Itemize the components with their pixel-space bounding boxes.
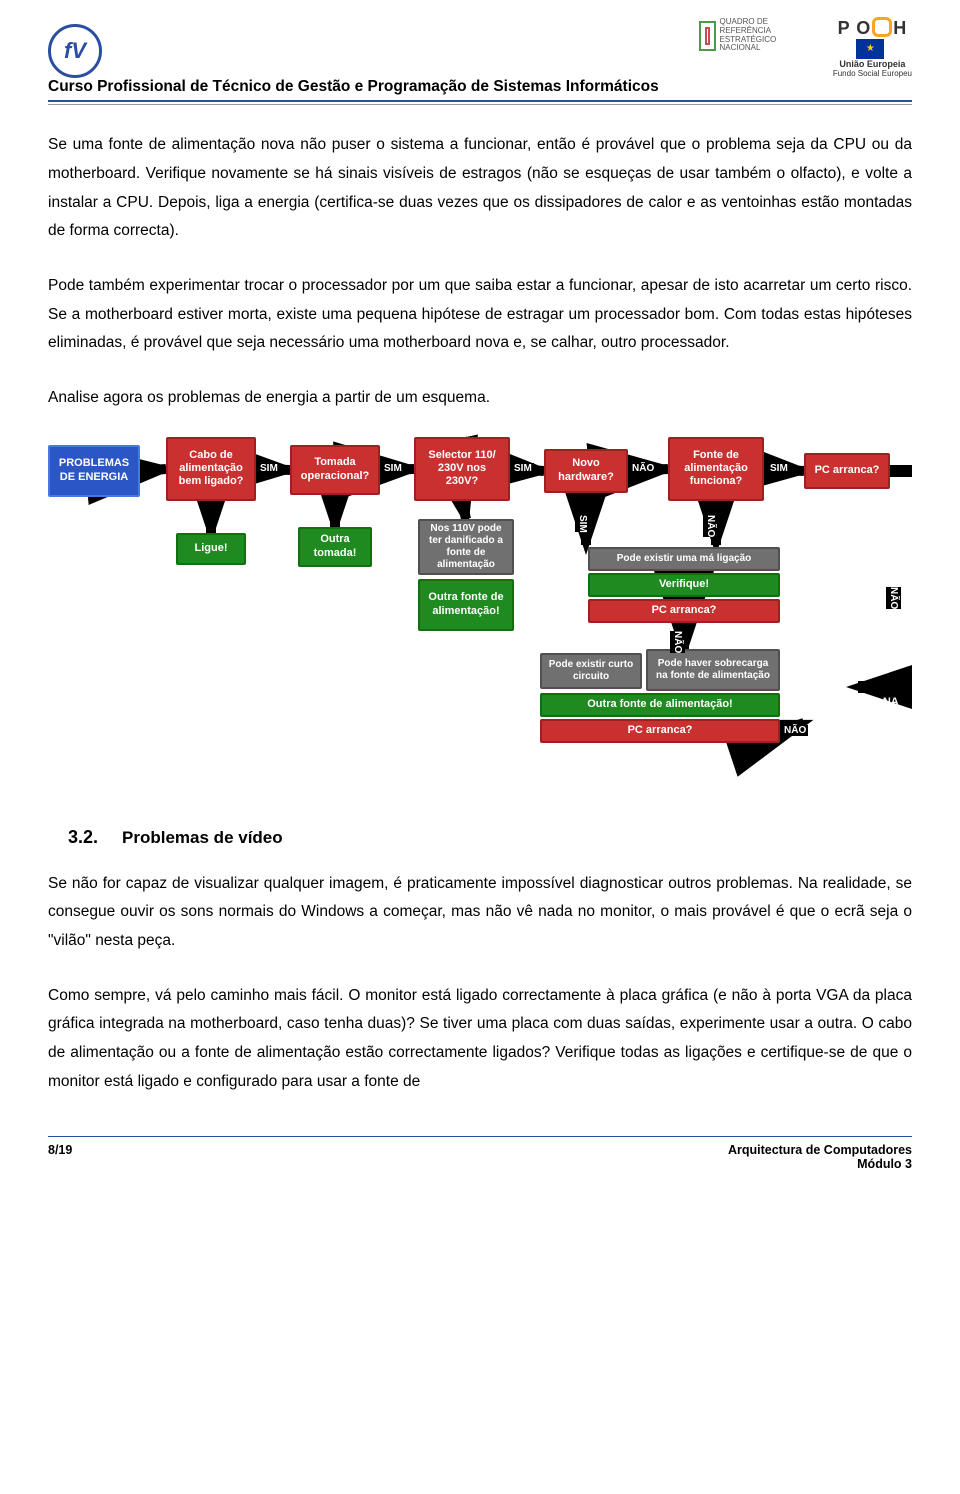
energy-troubleshoot-flowchart: PROBLEMAS DE ENERGIA Cabo de alimentação …: [48, 427, 912, 787]
flow-edge-label: SIM: [768, 463, 790, 474]
flow-edge-label: SIM: [512, 463, 534, 474]
qren-icon: [699, 21, 716, 51]
flow-edge-label: NÃO: [782, 725, 808, 736]
flow-node-outra: Outra tomada!: [298, 527, 372, 567]
flow-edge-label: SIM: [575, 515, 590, 533]
flow-edge-label: SIM: [382, 463, 404, 474]
course-title: Curso Profissional de Técnico de Gestão …: [48, 78, 912, 96]
paragraph-5: Como sempre, vá pelo caminho mais fácil.…: [48, 982, 912, 1097]
poph-logo-block: P OH União Europeia Fundo Social Europeu: [833, 18, 912, 78]
flow-node-maolig: Pode existir uma má ligação: [588, 547, 780, 571]
section-number: 3.2.: [68, 827, 98, 848]
flow-node-pc3: PC arranca?: [540, 719, 780, 743]
eu-title: União Europeia: [833, 59, 912, 69]
section-title: Problemas de vídeo: [122, 828, 283, 848]
flow-node-verif: Verifique!: [588, 573, 780, 597]
flow-node-curto: Pode existir curto circuito: [540, 653, 642, 689]
footer-module: Módulo 3: [857, 1157, 912, 1171]
flow-node-start: PROBLEMAS DE ENERGIA: [48, 445, 140, 497]
footer-page-number: 8/19: [48, 1143, 72, 1171]
flow-node-sobre: Pode haver sobrecarga na fonte de alimen…: [646, 649, 780, 691]
eu-flag-icon: [856, 39, 884, 59]
poph-logo: P OH: [833, 18, 912, 39]
flow-node-novo: Novo hardware?: [544, 449, 628, 493]
qren-text: QUADRO DE REFERÊNCIA ESTRATÉGICO NACIONA…: [720, 18, 819, 53]
flow-edge-label: SIM: [258, 463, 280, 474]
flow-edge-label: NÃO: [886, 587, 901, 609]
flow-node-sel: Selector 110/ 230V nos 230V?: [414, 437, 510, 501]
flow-node-cabo: Cabo de alimentação bem ligado?: [166, 437, 256, 501]
flow-edge-label: NÃO: [670, 631, 685, 653]
page-footer: 8/19 Arquitectura de Computadores Módulo…: [48, 1136, 912, 1171]
flow-node-outraf: Outra fonte de alimentação!: [418, 579, 514, 631]
eu-subtitle: Fundo Social Europeu: [833, 69, 912, 78]
flow-node-pc2: PC arranca?: [588, 599, 780, 623]
paragraph-1: Se uma fonte de alimentação nova não pus…: [48, 131, 912, 246]
flow-edge-label: NÃO: [630, 463, 656, 474]
school-logo: fV: [48, 24, 102, 78]
paragraph-4: Se não for capaz de visualizar qualquer …: [48, 870, 912, 956]
flow-node-tomada: Tomada operacional?: [290, 445, 380, 495]
flow-node-pc1: PC arranca?: [804, 453, 890, 489]
flow-node-ligue: Ligue!: [176, 533, 246, 565]
flow-node-fonte: Fonte de alimentação funciona?: [668, 437, 764, 501]
flow-node-mb: PROBLEMA NA MOTHERBOARD OU NO PROCESSADO…: [804, 687, 912, 759]
paragraph-2: Pode também experimentar trocar o proces…: [48, 272, 912, 358]
flow-edge-label: NÃO: [703, 515, 718, 537]
flow-node-nos110: Nos 110V pode ter danificado a fonte de …: [418, 519, 514, 575]
qren-logo-block: QUADRO DE REFERÊNCIA ESTRATÉGICO NACIONA…: [699, 18, 819, 53]
flow-node-outraf2: Outra fonte de alimentação!: [540, 693, 780, 717]
paragraph-3: Analise agora os problemas de energia a …: [48, 384, 912, 413]
footer-doc-title: Arquitectura de Computadores: [728, 1143, 912, 1157]
section-heading: 3.2. Problemas de vídeo: [68, 827, 912, 848]
page-header: fV QUADRO DE REFERÊNCIA ESTRATÉGICO NACI…: [48, 18, 912, 131]
